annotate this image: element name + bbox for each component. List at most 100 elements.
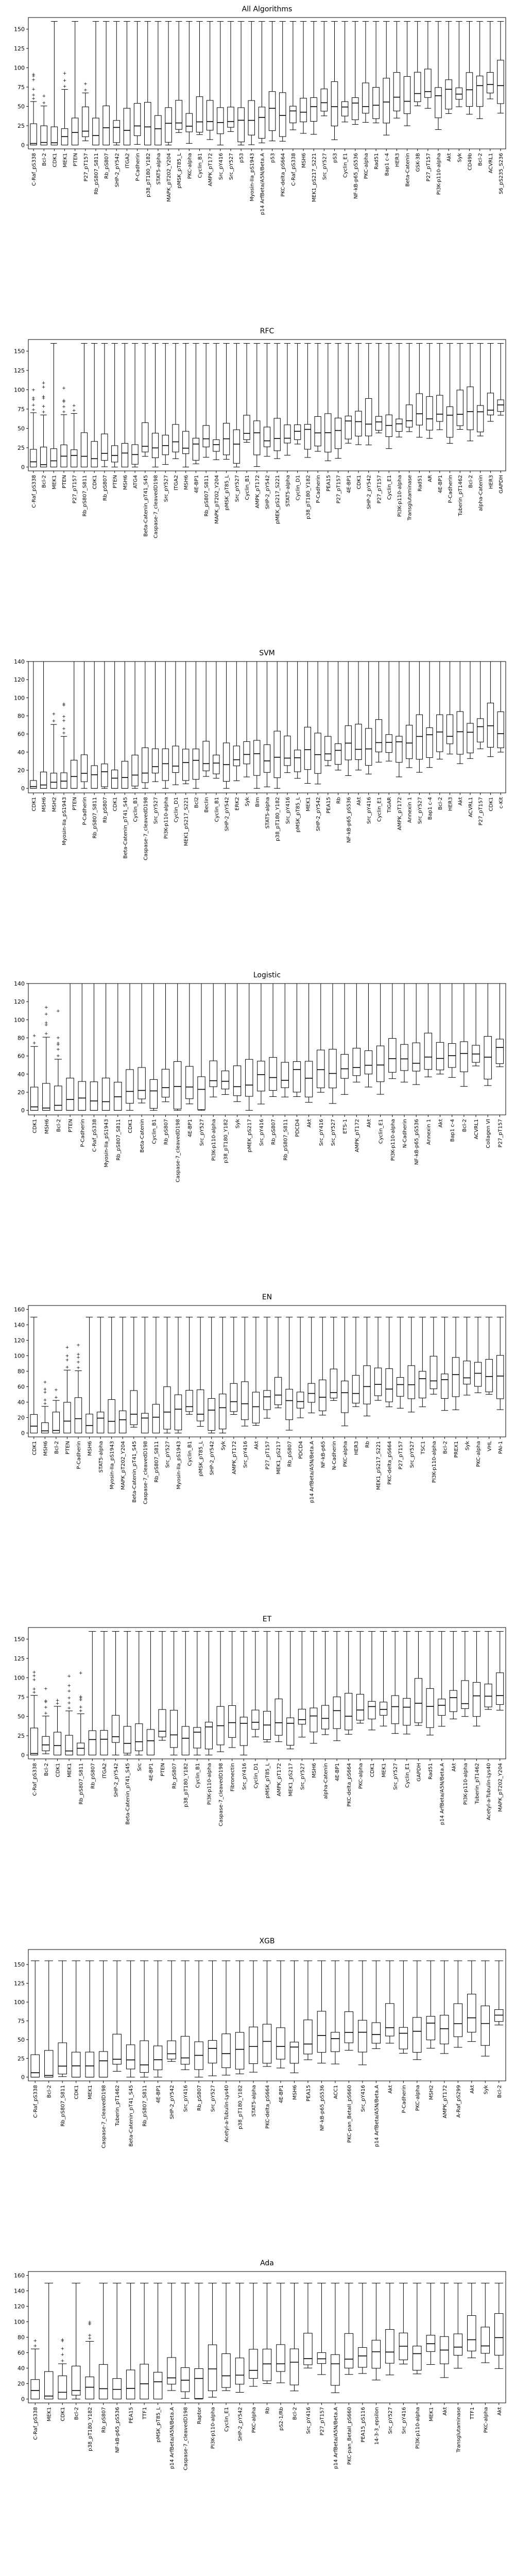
box-3: ++ — [54, 1698, 62, 1755]
box-26 — [321, 1631, 330, 1735]
x-tick-label: NF-kB-p65 — [320, 1441, 326, 1468]
x-tick-label: SHP-2_pY542 — [114, 153, 120, 187]
x-tick-label: Rb_pS807_S811 — [283, 1119, 288, 1161]
outlier-marker: + — [32, 1690, 37, 1696]
box-iqr — [126, 2369, 135, 2400]
x-tick-label: N-Cadherin — [332, 1441, 337, 1470]
x-tick-label: MEK1_pS217_S221 — [312, 153, 317, 202]
x-tick-label: Bcl-2 — [438, 797, 443, 810]
x-tick-label: MAPK_pT202_Y204 — [121, 1441, 126, 1490]
box-iqr — [113, 120, 121, 143]
box-iqr — [274, 1699, 283, 1736]
outlier-marker: + — [42, 404, 46, 410]
y-tick-label: 0 — [21, 2074, 25, 2081]
box-1: ++++++ — [30, 72, 37, 145]
outlier-marker: + — [43, 1398, 47, 1403]
box-13 — [154, 21, 162, 145]
box-iqr — [416, 714, 423, 760]
outlier-marker: + — [60, 2359, 64, 2364]
box-33 — [467, 2283, 476, 2359]
box-7 — [112, 2283, 122, 2400]
x-tick-label: Src_pY416 — [183, 2085, 189, 2112]
box-10 — [130, 1317, 138, 1428]
x-tick-label: P-Cadherin — [401, 2085, 407, 2113]
box-40 — [435, 21, 442, 130]
box-iqr — [344, 2333, 354, 2368]
x-tick-label: p14 ArfBeta/A5N/Beta.A — [333, 2407, 339, 2469]
box-iqr — [314, 733, 321, 774]
box-iqr — [331, 2354, 340, 2386]
box-5: +++++ — [85, 2320, 94, 2400]
x-tick-label: Src_pY527 — [417, 797, 423, 824]
box-20 — [289, 2283, 299, 2392]
box-iqr — [112, 1715, 120, 1743]
x-tick-label: Beta-Catenin_pT41_S45 — [125, 1763, 131, 1825]
outlier-marker: + — [33, 2338, 37, 2344]
box-iqr — [268, 91, 276, 131]
x-tick-label: Rb_pS807_S811 — [116, 1119, 122, 1161]
outlier-marker: + — [83, 88, 88, 93]
box-iqr — [138, 1067, 146, 1099]
x-tick-label: Akt — [356, 797, 362, 806]
box-40 — [495, 983, 504, 1067]
box-iqr — [334, 743, 342, 765]
box-iqr — [477, 405, 484, 432]
x-tick-label: Transglutaminase — [407, 475, 413, 521]
box-iqr — [71, 759, 78, 789]
box-8 — [101, 343, 108, 467]
x-tick-label: ACC1 — [333, 2085, 339, 2099]
x-tick-label: AMPK_pT172 — [232, 1441, 237, 1475]
outlier-marker: + — [60, 2352, 64, 2358]
box-iqr — [243, 415, 250, 440]
box-45 — [487, 21, 494, 99]
x-tick-label: Caspase-7_cleavedD198 — [153, 475, 159, 538]
box-15 — [175, 21, 182, 133]
box-30 — [426, 1960, 436, 2049]
box-20 — [222, 661, 230, 789]
x-tick-label: Bcl-2 — [442, 1441, 448, 1454]
x-tick-label: Caspase-7_cleavedD198 — [176, 1119, 181, 1182]
x-tick-label: P-Cadherin — [76, 1441, 82, 1469]
x-tick-label: Acetyl-a-Tubulin-Lys40 — [486, 1763, 492, 1820]
box-iqr — [42, 1736, 50, 1751]
x-tick-label: Rb_pS807_S811 — [142, 2085, 148, 2127]
box-23 — [253, 343, 261, 467]
box-iqr — [142, 422, 149, 452]
box-iqr — [355, 723, 362, 760]
box-iqr — [196, 96, 203, 133]
box-2: +++++ — [41, 1380, 49, 1434]
x-tick-label: Bcl-2 — [74, 2407, 80, 2420]
box-iqr — [484, 1684, 492, 1707]
x-tick-label: Akt — [366, 1119, 372, 1128]
x-tick-label: Cyclin_B1 — [195, 1763, 201, 1788]
x-tick-label: MAPK_pT202_Y204 — [166, 153, 172, 202]
box-31 — [440, 2283, 449, 2378]
box-38 — [472, 983, 480, 1066]
box-19 — [245, 983, 253, 1111]
box-41 — [436, 343, 443, 430]
outlier-marker: + — [72, 408, 76, 413]
x-tick-label: Beta-Catenin_pT41_S45 — [132, 1441, 138, 1503]
x-tick-label: Rb — [365, 1441, 371, 1448]
box-8 — [101, 661, 108, 789]
y-tick-label: 150 — [14, 1636, 25, 1643]
box-43 — [456, 343, 464, 430]
outlier-marker: + — [56, 1041, 60, 1046]
x-tick-label: C-Raf_pS338 — [33, 2407, 39, 2440]
box-iqr — [436, 1042, 444, 1071]
box-12 — [144, 21, 151, 145]
x-tick-label: Syk — [457, 153, 462, 162]
box-6 — [88, 1631, 96, 1756]
box-42 — [446, 661, 454, 755]
box-22 — [317, 1960, 327, 2064]
x-tick-label: CDK1 — [488, 797, 494, 811]
box-iqr — [30, 1727, 38, 1755]
box-iqr — [273, 418, 281, 451]
box-6: ++ — [82, 82, 89, 141]
box-iqr — [477, 718, 484, 742]
box-iqr — [371, 2340, 381, 2369]
outlier-marker: + — [76, 1355, 80, 1361]
x-tick-label: Fibronectin — [230, 1763, 236, 1791]
x-tick-label: PI3K-p110-alpha — [463, 1763, 469, 1805]
